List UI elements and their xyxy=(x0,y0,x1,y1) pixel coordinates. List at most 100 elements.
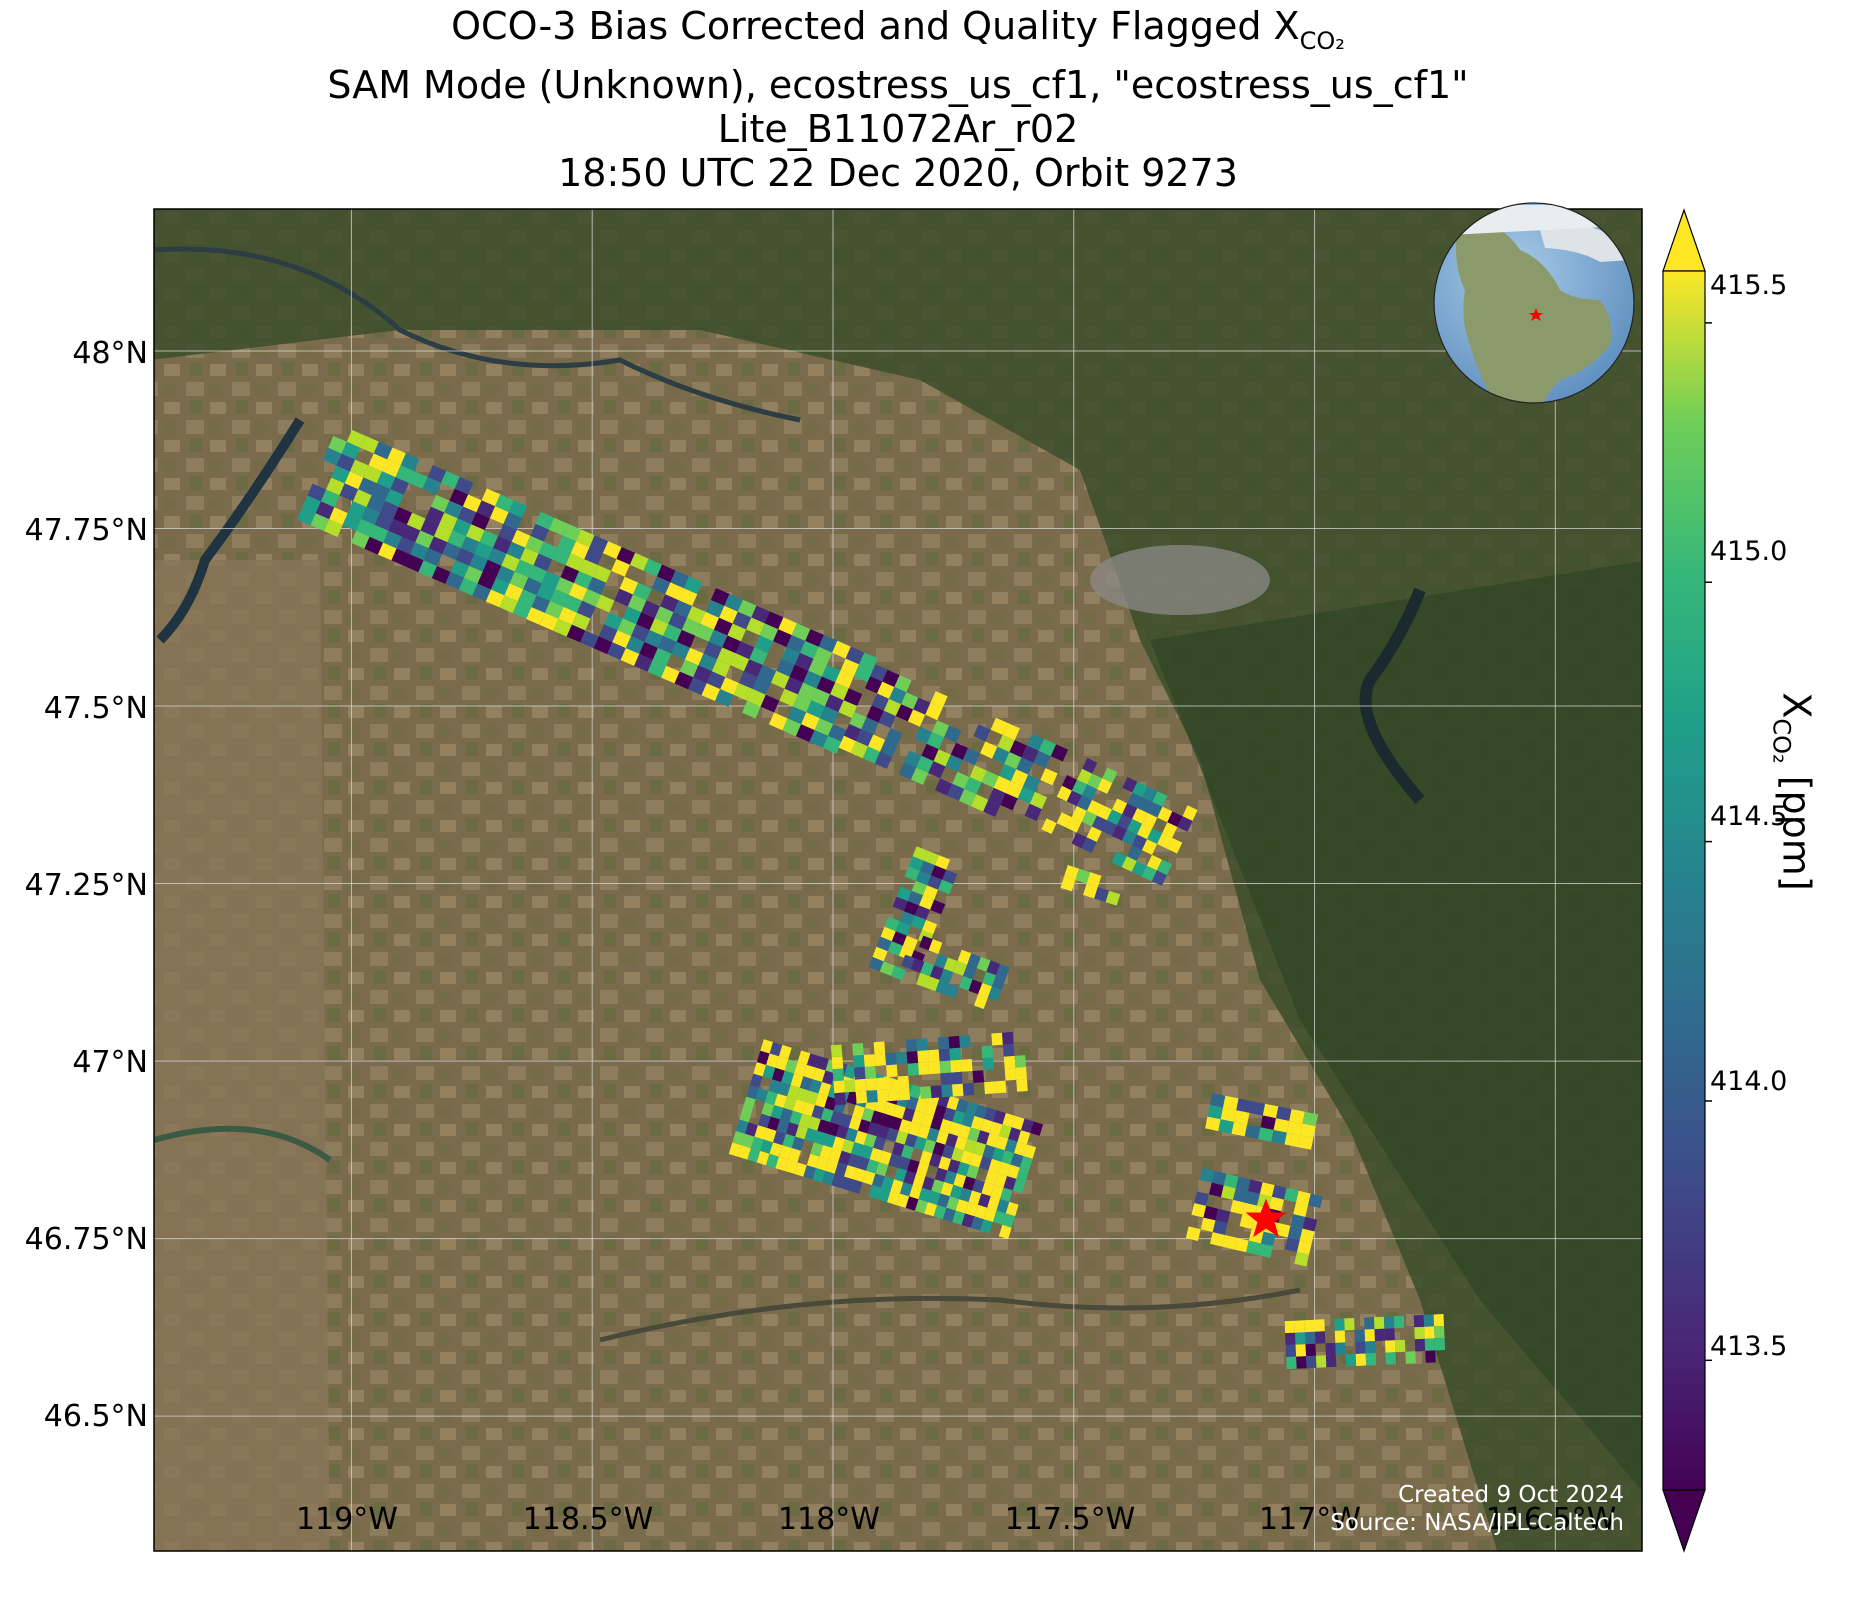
xco2-cell xyxy=(420,518,440,537)
lon-tick-label: 118°W xyxy=(778,1502,880,1537)
xco2-cell xyxy=(983,799,1001,817)
xco2-cell xyxy=(770,1105,784,1120)
xco2-cell xyxy=(959,1187,973,1202)
xco2-cell xyxy=(806,1053,820,1068)
xco2-cell xyxy=(679,659,699,678)
xco2-cell xyxy=(1015,1067,1027,1080)
xco2-cell xyxy=(1122,776,1138,793)
xco2-cell xyxy=(934,1167,948,1182)
xco2-cell xyxy=(1010,1153,1024,1168)
xco2-cell xyxy=(997,1161,1011,1177)
xco2-cell xyxy=(817,1119,831,1134)
xco2-cell xyxy=(496,565,515,584)
xco2-cell xyxy=(880,739,898,758)
xco2-cell xyxy=(1077,768,1093,785)
xco2-cell xyxy=(957,949,972,965)
xco2-cell xyxy=(809,730,828,748)
xco2-cell xyxy=(795,1125,808,1140)
xco2-cell xyxy=(1010,769,1029,787)
xco2-cell xyxy=(376,471,396,490)
xco2-cell xyxy=(377,542,397,561)
xco2-cell xyxy=(1223,1095,1239,1111)
xco2-cell xyxy=(823,1133,836,1148)
xco2-cell xyxy=(1287,1225,1303,1241)
xco2-cell xyxy=(1096,804,1112,821)
xco2-cell xyxy=(614,588,633,607)
xco2-cell xyxy=(582,588,601,607)
xco2-cell xyxy=(568,583,588,601)
xco2-cell xyxy=(1314,1331,1326,1344)
xco2-cell xyxy=(604,612,623,631)
xco2-cell xyxy=(940,1182,954,1197)
xco2-cell xyxy=(1434,1326,1445,1339)
xco2-cell xyxy=(1112,798,1128,815)
xco2-cell xyxy=(918,895,934,910)
xco2-cell xyxy=(971,794,989,812)
xco2-cell xyxy=(577,600,596,619)
xco2-cell xyxy=(776,659,795,677)
xco2-cell xyxy=(1132,781,1148,798)
xco2-cell xyxy=(401,524,421,543)
xco2-cell xyxy=(831,1056,844,1070)
xco2-cell xyxy=(663,624,682,642)
xco2-cell xyxy=(1210,1232,1225,1247)
xco2-cell xyxy=(441,470,460,489)
xco2-cell xyxy=(998,1124,1012,1139)
xco2-cell xyxy=(727,623,747,642)
xco2-cell xyxy=(849,1179,863,1194)
xco2-cell xyxy=(914,905,930,920)
xco2-cell xyxy=(1121,829,1137,846)
xco2-cell xyxy=(346,429,366,448)
xco2-cell xyxy=(833,1080,845,1094)
xco2-cell xyxy=(431,566,451,584)
xco2-cell xyxy=(737,599,757,618)
xco2-cell xyxy=(867,1122,881,1137)
xco2-cell xyxy=(410,542,429,561)
xco2-cell xyxy=(315,501,335,520)
xco2-cell xyxy=(1365,1353,1377,1366)
xco2-cell xyxy=(1167,837,1183,854)
xco2-cell xyxy=(654,606,674,624)
xco2-cell xyxy=(896,1193,910,1208)
xco2-cell xyxy=(1205,1116,1221,1132)
xco2-cell xyxy=(1199,1168,1215,1183)
xco2-cell xyxy=(766,1153,779,1169)
xco2-cell xyxy=(831,1173,844,1188)
xco2-cell xyxy=(896,886,912,901)
xco2-cell xyxy=(1066,790,1082,807)
xco2-cell xyxy=(366,495,386,513)
xco2-cell xyxy=(512,601,532,619)
xco2-cell xyxy=(843,688,863,706)
xco2-cell xyxy=(935,778,953,796)
xco2-cell xyxy=(981,1181,995,1197)
created-date: Created 9 Oct 2024 xyxy=(1398,1482,1624,1508)
xco2-cell xyxy=(1007,1164,1020,1179)
xco2-cell xyxy=(935,980,950,995)
xco2-cell xyxy=(795,724,815,742)
xco2-cell xyxy=(969,1153,983,1168)
xco2-cell xyxy=(1127,819,1143,835)
xco2-cell xyxy=(735,1119,749,1134)
xco2-cell xyxy=(941,1084,953,1098)
colorbar-tick-label: 414.0 xyxy=(1710,1066,1788,1097)
xco2-cell xyxy=(1384,1328,1395,1341)
xco2-cell xyxy=(341,441,361,460)
xco2-cell xyxy=(589,535,609,554)
xco2-cell xyxy=(822,735,842,754)
xco2-cell xyxy=(794,1062,807,1077)
xco2-cell xyxy=(1038,739,1057,757)
xco2-cell xyxy=(898,1119,912,1134)
xco2-cell xyxy=(619,576,639,595)
xco2-cell xyxy=(924,1101,938,1117)
xco2-cell xyxy=(322,447,342,466)
xco2-cell xyxy=(1005,781,1023,799)
xco2-cell xyxy=(698,653,718,672)
xco2-cell xyxy=(973,1141,987,1157)
xco2-cell xyxy=(1087,773,1103,790)
xco2-cell xyxy=(1284,1320,1295,1334)
xco2-cell xyxy=(922,919,938,935)
xco2-cell xyxy=(1185,1226,1201,1241)
xco2-cell xyxy=(422,477,442,495)
xco2-cell xyxy=(883,698,902,717)
